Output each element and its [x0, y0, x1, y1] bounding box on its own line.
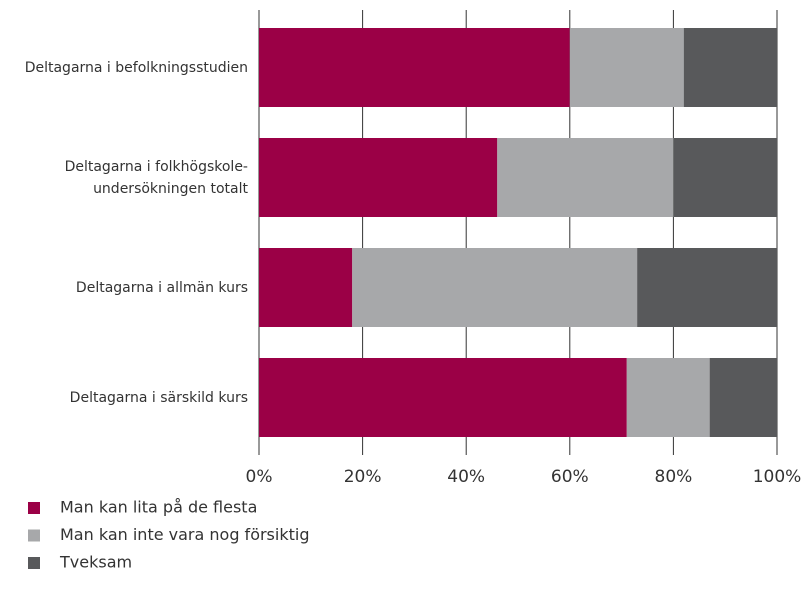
category-label: Deltagarna i folkhögskole- undersökninge… [64, 158, 248, 197]
legend-label: Man kan lita på de flesta [60, 498, 257, 517]
x-tick-label: 100% [753, 467, 802, 487]
bar-segment [626, 358, 710, 437]
category-label: Deltagarna i allmän kurs [75, 279, 248, 296]
bar-segment [259, 28, 570, 107]
x-tick-label: 40% [447, 467, 485, 487]
bar-segment [497, 138, 674, 217]
legend-swatch [28, 529, 40, 542]
bar-segment [352, 248, 638, 327]
category-label: Deltagarna i särskild kurs [69, 389, 248, 406]
bar-segment [637, 248, 777, 327]
x-tick-label: 20% [344, 467, 382, 487]
bar-segment [259, 358, 627, 437]
bar-segment [569, 28, 684, 107]
legend-label: Man kan inte vara nog försiktig [60, 525, 309, 544]
x-tick-label: 80% [655, 467, 693, 487]
legend-swatch [28, 502, 40, 514]
bar-segment [673, 138, 777, 217]
x-tick-label: 0% [246, 467, 273, 487]
bar-segment [709, 358, 777, 437]
legend-swatch [28, 557, 40, 569]
legend-label: Tveksam [59, 553, 132, 572]
bar-segment [259, 138, 498, 217]
category-label: Deltagarna i befolkningsstudien [24, 59, 248, 76]
bar-segment [683, 28, 777, 107]
bar-segment [259, 248, 353, 327]
x-tick-label: 60% [551, 467, 589, 487]
